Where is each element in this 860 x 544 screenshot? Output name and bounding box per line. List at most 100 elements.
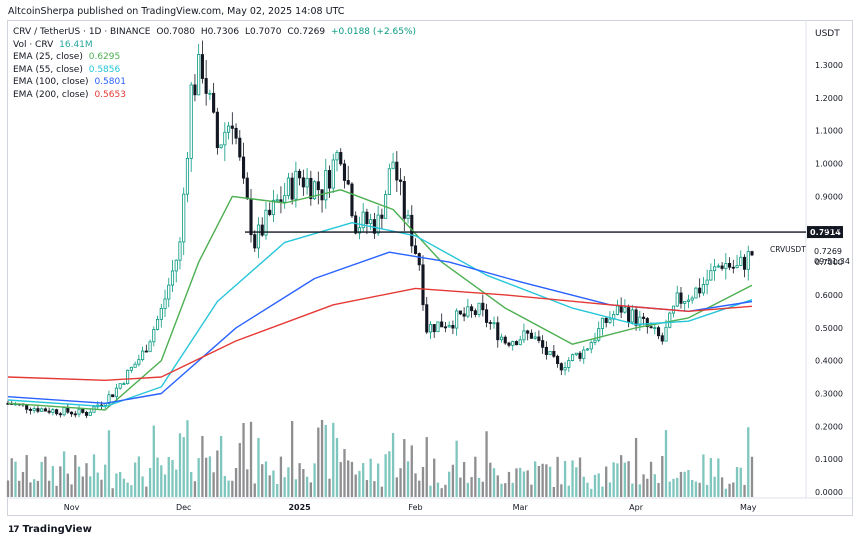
ema25-label: EMA (25, close) bbox=[13, 52, 83, 63]
volume-bar bbox=[107, 430, 111, 497]
candle-body bbox=[212, 92, 216, 113]
candle-body bbox=[526, 330, 530, 334]
volume-bar bbox=[350, 461, 354, 497]
volume-bar bbox=[204, 457, 208, 497]
volume-bar bbox=[92, 454, 96, 497]
price-tick-label: 0.1000 bbox=[815, 455, 843, 464]
candle-body bbox=[552, 350, 556, 357]
volume-bar bbox=[556, 456, 559, 497]
ema25-value: 0.6295 bbox=[88, 52, 121, 63]
volume-bar bbox=[421, 466, 425, 497]
high-value: H0.7306 bbox=[200, 27, 240, 37]
candle-body bbox=[234, 127, 238, 139]
ema55-label: EMA (55, close) bbox=[13, 64, 83, 75]
candle-body bbox=[380, 214, 384, 219]
volume-bar bbox=[59, 466, 62, 497]
ema-line-3 bbox=[7, 251, 753, 404]
volume-bar bbox=[743, 484, 746, 497]
candle-body bbox=[208, 92, 212, 95]
time-axis-label: Feb bbox=[408, 503, 422, 512]
ema100-row[interactable]: EMA (100, close) 0.5801 bbox=[13, 76, 419, 89]
candle-body bbox=[477, 302, 481, 315]
candle-body bbox=[511, 341, 515, 346]
ema100-label: EMA (100, close) bbox=[13, 77, 89, 88]
volume-bar bbox=[44, 456, 47, 497]
volume-bar bbox=[724, 488, 727, 497]
candle-body bbox=[215, 111, 219, 149]
candle-body bbox=[451, 325, 455, 329]
ema200-value: 0.5653 bbox=[94, 89, 126, 100]
candle-body bbox=[690, 297, 694, 301]
symbol-tag: CRVUSDT bbox=[770, 245, 806, 254]
volume-bar bbox=[163, 474, 167, 497]
volume-bar bbox=[347, 460, 350, 497]
volume-bar bbox=[664, 430, 668, 497]
candle-body bbox=[88, 411, 92, 416]
candle-body bbox=[440, 321, 444, 328]
candle-body bbox=[518, 339, 522, 346]
candle-body bbox=[298, 170, 302, 179]
candle-body bbox=[178, 241, 182, 261]
volume-bar bbox=[406, 461, 410, 497]
candle-body bbox=[499, 336, 504, 341]
volume-bar bbox=[287, 467, 290, 497]
candle-body bbox=[559, 363, 563, 371]
resistance-price-label: 0.7914 bbox=[810, 228, 841, 237]
ema55-row[interactable]: EMA (55, close) 0.5856 bbox=[13, 64, 419, 77]
candle-body bbox=[742, 256, 747, 270]
symbol-label[interactable]: CRV / TetherUS · 1D · BINANCE bbox=[13, 27, 151, 37]
volume-bar bbox=[563, 460, 567, 497]
volume-bar bbox=[548, 466, 552, 497]
volume-bar bbox=[376, 463, 380, 497]
volume-bar bbox=[500, 483, 503, 497]
volume-bar bbox=[668, 481, 671, 497]
time-axis-label: Apr bbox=[629, 503, 644, 512]
volume-bar bbox=[444, 484, 447, 497]
candle-body bbox=[286, 177, 290, 197]
volume-bar bbox=[175, 469, 178, 497]
candle-body bbox=[129, 366, 133, 371]
volume-bar bbox=[679, 471, 683, 497]
volume-bar bbox=[597, 473, 600, 497]
candle-body bbox=[107, 394, 111, 404]
price-tick-label: 0.5000 bbox=[815, 324, 843, 333]
volume-bar bbox=[530, 484, 533, 497]
change-value: +0.0188 (+2.65%) bbox=[331, 27, 417, 37]
last-price-label: 0.7269 bbox=[814, 247, 842, 256]
candle-body bbox=[339, 152, 343, 165]
volume-bar bbox=[182, 437, 185, 497]
candle-body bbox=[470, 306, 474, 312]
volume-bar bbox=[40, 461, 43, 497]
volume-bar bbox=[631, 483, 634, 497]
volume-bar bbox=[575, 467, 578, 497]
candle-body bbox=[623, 307, 627, 313]
ema25-row[interactable]: EMA (25, close) 0.6295 bbox=[13, 51, 419, 64]
candle-body bbox=[324, 170, 328, 201]
volume-bar bbox=[418, 480, 421, 497]
candle-body bbox=[253, 234, 257, 249]
volume-bar bbox=[616, 463, 619, 497]
candle-body bbox=[541, 340, 545, 348]
volume-row[interactable]: Vol · CRV 16.41M bbox=[13, 39, 419, 52]
volume-bar bbox=[317, 427, 320, 497]
volume-bar bbox=[77, 466, 81, 497]
tradingview-footer[interactable]: 17 TradingView bbox=[8, 524, 92, 535]
ema200-row[interactable]: EMA (200, close) 0.5653 bbox=[13, 89, 419, 102]
candle-body bbox=[114, 387, 118, 398]
candle-body bbox=[514, 341, 519, 346]
candle-body bbox=[481, 302, 485, 311]
candle-body bbox=[197, 54, 201, 96]
candle-body bbox=[473, 310, 477, 315]
volume-bar bbox=[126, 482, 129, 497]
candle-body bbox=[387, 168, 391, 195]
candle-body bbox=[241, 156, 246, 179]
candle-body bbox=[432, 324, 436, 333]
volume-bar bbox=[526, 470, 529, 497]
volume-bar bbox=[590, 488, 593, 497]
candle-body bbox=[185, 157, 190, 195]
candle-body bbox=[260, 224, 264, 236]
volume-bar bbox=[380, 486, 384, 497]
candle-body bbox=[163, 298, 167, 309]
candle-body bbox=[642, 316, 646, 319]
